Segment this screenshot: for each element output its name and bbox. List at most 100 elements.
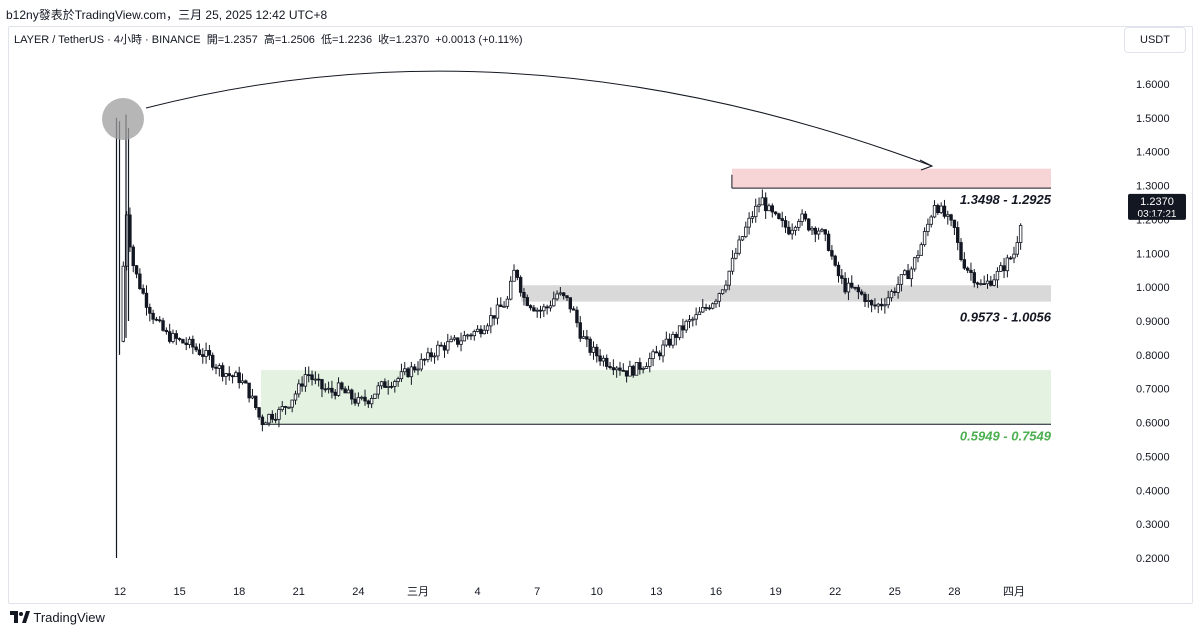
candle-body xyxy=(323,388,327,391)
candle-body xyxy=(691,318,695,321)
candle-body xyxy=(727,270,731,286)
candle-body xyxy=(439,344,443,347)
candle-body xyxy=(214,366,218,369)
candle-body xyxy=(595,346,599,357)
time-tick-label: 12 xyxy=(114,586,126,598)
candle-body xyxy=(777,213,781,219)
candle-body xyxy=(313,378,318,381)
symbol-title[interactable]: LAYER / TetherUS · 4小時 · BINANCE xyxy=(14,34,201,46)
candle-body xyxy=(224,373,228,377)
candle-body xyxy=(121,265,126,342)
time-tick-label: 15 xyxy=(173,586,185,598)
candle-body xyxy=(237,372,241,384)
candle-body xyxy=(816,230,821,235)
time-axis[interactable]: 12 15 18 21 24 三月 4 7 10 13 16 19 22 25 28 四月 xyxy=(114,586,1025,598)
candle-body xyxy=(631,365,635,376)
candle-body xyxy=(982,283,986,286)
price-tick-label: 1.2000 xyxy=(1136,214,1170,226)
price-tick-label: 1.3000 xyxy=(1136,181,1170,193)
candles-layer xyxy=(115,114,1023,558)
candle-body xyxy=(379,381,384,387)
candle-body xyxy=(429,352,433,358)
candle-body xyxy=(800,213,804,222)
candle-body xyxy=(436,344,440,357)
currency-button[interactable]: USDT xyxy=(1124,27,1186,53)
candle-body xyxy=(270,413,275,420)
candle-body xyxy=(830,250,834,257)
candle-body xyxy=(509,280,513,300)
candle-body xyxy=(472,331,476,337)
candle-body xyxy=(697,311,702,316)
candle-body xyxy=(787,226,791,235)
last-price-badge xyxy=(1128,193,1186,220)
candle-body xyxy=(419,358,424,370)
candle-body xyxy=(641,367,645,370)
candle-body xyxy=(499,304,503,308)
candle-body xyxy=(426,352,430,360)
tradingview-brand[interactable]: TradingView xyxy=(10,610,105,626)
price-axis[interactable]: 1.6000 1.5000 1.4000 1.3000 1.2000 1.1000 1.00… xyxy=(1136,79,1170,565)
candle-body xyxy=(959,242,963,260)
candle-body xyxy=(694,314,698,320)
candle-body xyxy=(307,374,311,377)
candle-body xyxy=(538,309,543,312)
candle-body xyxy=(366,400,371,405)
candle-body xyxy=(393,381,397,387)
time-tick-label: 28 xyxy=(948,586,960,598)
candle-body xyxy=(737,239,741,254)
candle-body xyxy=(350,389,354,400)
candle-body xyxy=(601,357,606,362)
candle-body xyxy=(658,352,662,357)
candle-body xyxy=(485,325,490,331)
candle-body xyxy=(820,229,824,232)
candle-body xyxy=(972,272,976,284)
candle-body xyxy=(575,309,579,324)
candle-body xyxy=(545,306,549,309)
time-tick-label: 22 xyxy=(829,586,841,598)
candle-body xyxy=(211,354,215,368)
candle-body xyxy=(571,308,576,311)
candle-body xyxy=(833,255,837,266)
spike-marker-circle xyxy=(102,98,144,140)
candle-body xyxy=(300,383,304,387)
candle-body xyxy=(767,205,771,212)
legend-close: 收=1.2370 xyxy=(378,34,430,46)
candle-body xyxy=(634,362,639,376)
candle-body xyxy=(760,197,765,206)
candle-body xyxy=(807,218,811,231)
candle-body xyxy=(353,398,357,404)
candle-body xyxy=(889,291,894,299)
candle-body xyxy=(191,338,195,348)
candle-body xyxy=(919,244,923,256)
candle-body xyxy=(290,399,294,408)
candle-body xyxy=(903,270,907,275)
publisher-line: b12ny發表於TradingView.com，三月 25, 2025 12:4… xyxy=(6,8,328,22)
mid-zone xyxy=(521,285,1051,302)
candle-body xyxy=(257,407,261,418)
time-tick-label: 13 xyxy=(650,586,662,598)
candle-body xyxy=(899,274,904,285)
candle-body xyxy=(220,365,225,377)
candle-body xyxy=(667,338,672,346)
candle-body xyxy=(840,275,844,279)
candle-body xyxy=(836,264,841,277)
candle-body xyxy=(409,366,414,378)
candle-body xyxy=(1012,253,1016,259)
candle-body xyxy=(1015,242,1020,255)
candle-body xyxy=(969,269,973,273)
candle-body xyxy=(813,227,818,235)
tradingview-logo-icon xyxy=(10,611,30,626)
candle-body xyxy=(555,293,559,300)
candle-body xyxy=(717,293,722,302)
candle-body xyxy=(263,422,268,426)
candle-body xyxy=(780,218,784,221)
candle-body xyxy=(1002,265,1006,272)
candle-body xyxy=(131,246,135,267)
candle-body xyxy=(187,338,192,346)
candle-body xyxy=(522,291,526,298)
candle-body xyxy=(492,315,496,319)
candle-body xyxy=(628,365,632,377)
last-price-value: 1.2370 xyxy=(1140,196,1174,208)
candle-body xyxy=(912,257,917,270)
